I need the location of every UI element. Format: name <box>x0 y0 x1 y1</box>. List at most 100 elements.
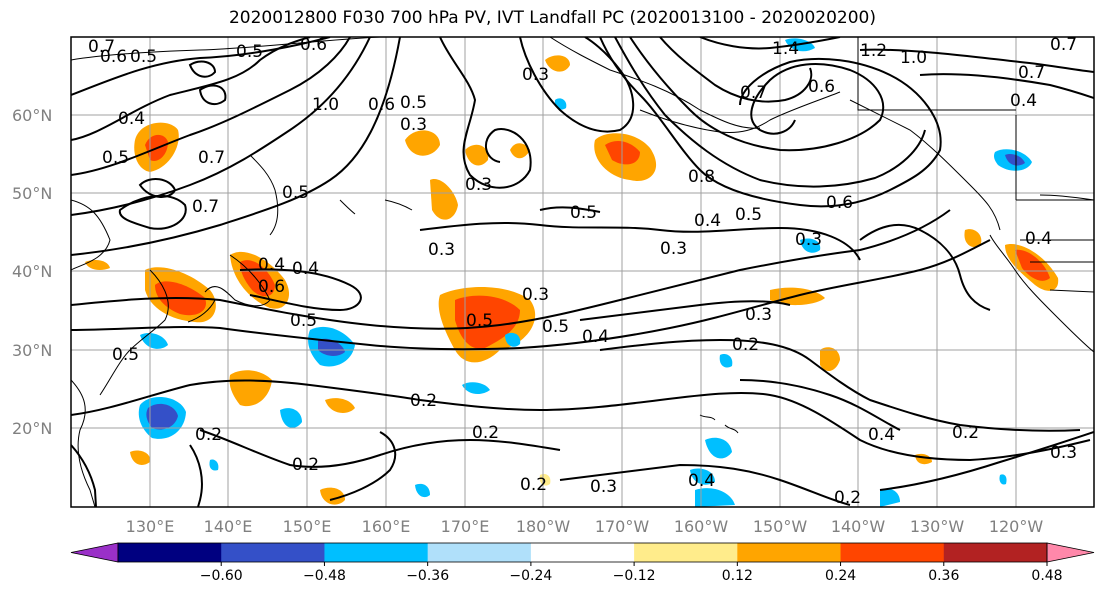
colorbar-bin <box>634 543 738 562</box>
contour-label: 0.6 <box>368 95 395 115</box>
contour-label: 0.4 <box>694 211 721 231</box>
lon-label: 130°E <box>126 517 175 536</box>
contour-label: 0.4 <box>1025 229 1052 249</box>
contour-label: 0.3 <box>660 239 687 259</box>
contour-label: 0.3 <box>745 305 772 325</box>
lon-label: 150°W <box>753 517 808 536</box>
lon-label: 160°E <box>362 517 411 536</box>
pv-contours <box>71 37 1094 507</box>
contour-label: 0.5 <box>400 93 427 113</box>
lon-label: 180°W <box>516 517 571 536</box>
lon-label: 170°W <box>595 517 650 536</box>
contour-label: 0.5 <box>112 345 139 365</box>
colorbar-tick-label: 0.12 <box>722 568 753 584</box>
contour-label: 0.5 <box>466 311 493 331</box>
contour-label: 0.5 <box>236 42 263 62</box>
contour-label: 1.4 <box>772 39 799 59</box>
graticule <box>71 37 1094 507</box>
colorbar-tick-label: −0.24 <box>509 568 552 584</box>
contour-label: 0.3 <box>522 65 549 85</box>
contour-label: 1.0 <box>900 48 927 68</box>
contour-label: 0.2 <box>472 423 499 443</box>
colorbar-bin <box>324 543 429 562</box>
contour-label: 0.3 <box>428 240 455 260</box>
colorbar-bin <box>737 543 842 562</box>
contour-label: 0.6 <box>100 47 127 67</box>
contour-label: 1.2 <box>860 41 887 61</box>
colorbar-tick-label: −0.48 <box>303 568 346 584</box>
colorbar-tick-label: −0.36 <box>406 568 449 584</box>
lon-label: 150°E <box>283 517 332 536</box>
map-background <box>71 37 1094 507</box>
contour-label: 0.5 <box>282 183 309 203</box>
contour-label: 0.5 <box>130 47 157 67</box>
contour-label: 1.0 <box>312 95 339 115</box>
contour-label: 0.6 <box>808 77 835 97</box>
contour-label: 0.4 <box>688 471 715 491</box>
colorbar-bin <box>840 543 945 562</box>
contour-label: 0.5 <box>102 148 129 168</box>
colorbar-extend-right <box>1046 542 1095 563</box>
lon-label: 140°W <box>831 517 886 536</box>
contour-label: 0.2 <box>834 488 861 508</box>
contour-label: 0.3 <box>590 477 617 497</box>
longitude-labels: 130°E 140°E 150°E 160°E 170°E 180°W 170°… <box>126 517 1044 536</box>
colorbar-frame <box>117 542 1048 563</box>
lat-label: 20°N <box>12 419 52 438</box>
colorbar-tick-label: 0.36 <box>928 568 959 584</box>
colorbar-bin <box>427 543 532 562</box>
contour-label: 0.7 <box>1018 63 1045 83</box>
contour-label: 0.4 <box>292 259 319 279</box>
colorbar-tick-label: 0.24 <box>825 568 856 584</box>
colorbar-tick-label: −0.12 <box>613 568 656 584</box>
colorbar-bin <box>118 543 222 562</box>
map-frame <box>70 36 1095 508</box>
lat-label: 50°N <box>12 184 52 203</box>
lon-label: 140°E <box>204 517 253 536</box>
contour-label: 0.4 <box>582 327 609 347</box>
contour-label: 0.2 <box>520 475 547 495</box>
contour-label: 0.6 <box>258 277 285 297</box>
contour-label: 0.5 <box>735 205 762 225</box>
map-title: 2020012800 F030 700 hPa PV, IVT Landfall… <box>228 8 876 28</box>
lat-label: 40°N <box>12 262 52 281</box>
contour-label: 0.8 <box>688 167 715 187</box>
lon-label: 120°W <box>989 517 1044 536</box>
contour-label: 0.4 <box>118 109 145 129</box>
contour-label: 0.2 <box>410 391 437 411</box>
colorbar-tick-label: −0.60 <box>200 568 243 584</box>
contour-label: 0.2 <box>952 423 979 443</box>
contour-label: 0.7 <box>1050 35 1077 55</box>
contour-label: 0.2 <box>195 425 222 445</box>
colorbar-bin <box>943 543 1048 562</box>
contour-label: 0.6 <box>826 193 853 213</box>
contour-label: 0.7 <box>740 83 767 103</box>
lat-label: 60°N <box>12 106 52 125</box>
contour-label: 0.5 <box>290 311 317 331</box>
colorbar-extend-left <box>70 542 119 563</box>
contour-label: 0.6 <box>300 35 327 55</box>
colorbar-bin <box>221 543 325 562</box>
lon-label: 130°W <box>910 517 965 536</box>
contour-label: 0.5 <box>542 317 569 337</box>
colorbar-tick-label: 0.48 <box>1031 568 1062 584</box>
contour-label: 0.3 <box>1050 443 1077 463</box>
contour-labels: 0.7 0.6 0.5 0.5 0.6 0.4 0.5 0.7 0.5 0.7 … <box>88 35 1077 508</box>
colorbar-bin <box>530 543 635 562</box>
colorbar: −0.60 −0.48 −0.36 −0.24 −0.12 0.12 0.24 0.36 0.4… <box>70 542 1095 584</box>
contour-label: 0.7 <box>88 37 115 57</box>
lon-label: 170°E <box>441 517 490 536</box>
contour-label: 0.7 <box>192 197 219 217</box>
contour-label: 0.3 <box>400 115 427 135</box>
contour-label: 0.3 <box>522 285 549 305</box>
contour-label: 0.2 <box>732 335 759 355</box>
latitude-labels: 60°N 50°N 40°N 30°N 20°N <box>12 106 52 438</box>
lat-label: 30°N <box>12 341 52 360</box>
contour-label: 0.3 <box>465 175 492 195</box>
contour-label: 0.3 <box>795 230 822 250</box>
contour-label: 0.5 <box>570 203 597 223</box>
contour-label: 0.2 <box>292 455 319 475</box>
contour-label: 0.4 <box>1010 91 1037 111</box>
contour-label: 0.7 <box>198 148 225 168</box>
